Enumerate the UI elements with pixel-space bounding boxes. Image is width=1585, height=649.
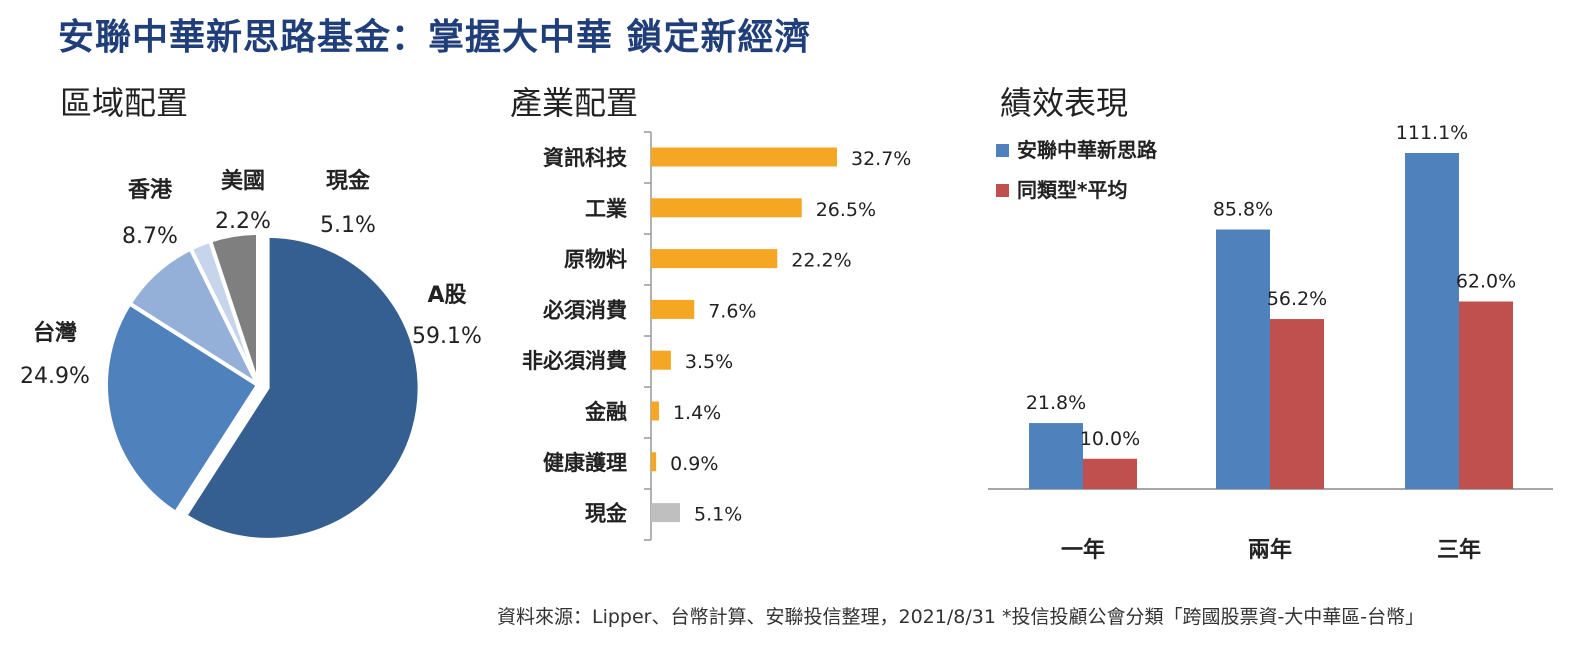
industry-value-label: 7.6%	[708, 300, 756, 322]
performance-bar	[1216, 229, 1270, 490]
source-note: 資料來源：Lipper、台幣計算、安聯投信整理，2021/8/31 *投信投顧公…	[497, 606, 1425, 628]
pie-value-4: 2.2%	[215, 209, 271, 234]
performance-bar	[1405, 153, 1459, 489]
industry-category-label: 原物料	[564, 248, 627, 272]
pie-label-3: 香港	[128, 178, 173, 203]
pie-value-5: 5.1%	[320, 213, 376, 238]
industry-category-label: 金融	[584, 400, 627, 424]
pie-label-2: 台灣	[33, 320, 77, 346]
industry-category-label: 資訊科技	[543, 146, 628, 170]
industry-category-label: 非必須消費	[522, 349, 627, 373]
industry-bar-chart: 資訊科技 32.7% 工業 26.5% 原物料 22.2% 必須消費 7.6% 非必須消費 3.5…	[522, 131, 911, 541]
pie-slice-5	[208, 231, 260, 387]
pie-value-2: 24.9%	[20, 364, 90, 389]
industry-value-label: 26.5%	[816, 199, 876, 221]
pie-value-1: 59.1%	[412, 324, 482, 349]
industry-bar	[651, 401, 659, 421]
industry-category-label: 工業	[585, 197, 628, 221]
legend-label: 同類型*平均	[1017, 178, 1127, 202]
industry-section-title: 產業配置	[510, 84, 639, 122]
industry-value-label: 32.7%	[851, 148, 911, 170]
performance-value-label: 111.1%	[1396, 122, 1468, 144]
industry-category-label: 現金	[585, 502, 628, 526]
region-pie-chart: A股 59.1% 台灣 24.9% 香港 8.7% 美國 2.2% 現金 5.1%	[20, 168, 482, 542]
performance-value-label: 85.8%	[1213, 199, 1273, 221]
performance-bar	[1029, 423, 1083, 489]
pie-label-1: A股	[427, 283, 466, 308]
pie-label-4: 美國	[221, 168, 265, 194]
performance-value-label: 10.0%	[1080, 428, 1140, 450]
legend-swatch	[996, 184, 1009, 197]
industry-value-label: 1.4%	[673, 402, 721, 424]
pie-value-3: 8.7%	[122, 224, 178, 249]
industry-category-label: 健康護理	[543, 451, 627, 475]
pie-label-5: 現金	[326, 168, 371, 194]
industry-bar	[651, 299, 695, 319]
performance-bar	[1270, 319, 1324, 489]
pie-slice-2	[104, 301, 260, 515]
performance-section-title: 績效表現	[1000, 84, 1129, 122]
industry-bar	[651, 198, 802, 218]
industry-value-label: 5.1%	[694, 504, 742, 526]
industry-category-label: 必須消費	[543, 298, 627, 322]
performance-value-label: 21.8%	[1026, 392, 1086, 414]
performance-bar	[1083, 458, 1137, 489]
performance-category-label: 兩年	[1248, 537, 1292, 563]
industry-bar	[651, 452, 657, 472]
page-title: 安聯中華新思路基金：掌握大中華 鎖定新經濟	[58, 17, 812, 58]
performance-value-label: 56.2%	[1267, 288, 1327, 310]
industry-value-label: 3.5%	[685, 351, 733, 373]
legend-label: 安聯中華新思路	[1017, 138, 1158, 162]
performance-bar-chart: 一年 21.8% 10.0% 兩年 85.8% 56.2% 三年 111.1% 62.0% 安聯中…	[988, 122, 1553, 563]
performance-bar	[1459, 301, 1513, 489]
performance-category-label: 一年	[1061, 537, 1105, 563]
legend-swatch	[996, 144, 1009, 157]
industry-value-label: 0.9%	[670, 453, 718, 475]
industry-bar	[651, 249, 778, 269]
industry-bar	[651, 503, 681, 523]
performance-category-label: 三年	[1437, 537, 1481, 563]
pie-slice-1	[183, 233, 422, 542]
industry-bar	[651, 147, 837, 167]
region-section-title: 區域配置	[60, 84, 189, 122]
performance-value-label: 62.0%	[1456, 270, 1516, 292]
industry-value-label: 22.2%	[791, 250, 851, 272]
industry-bar	[651, 350, 671, 370]
